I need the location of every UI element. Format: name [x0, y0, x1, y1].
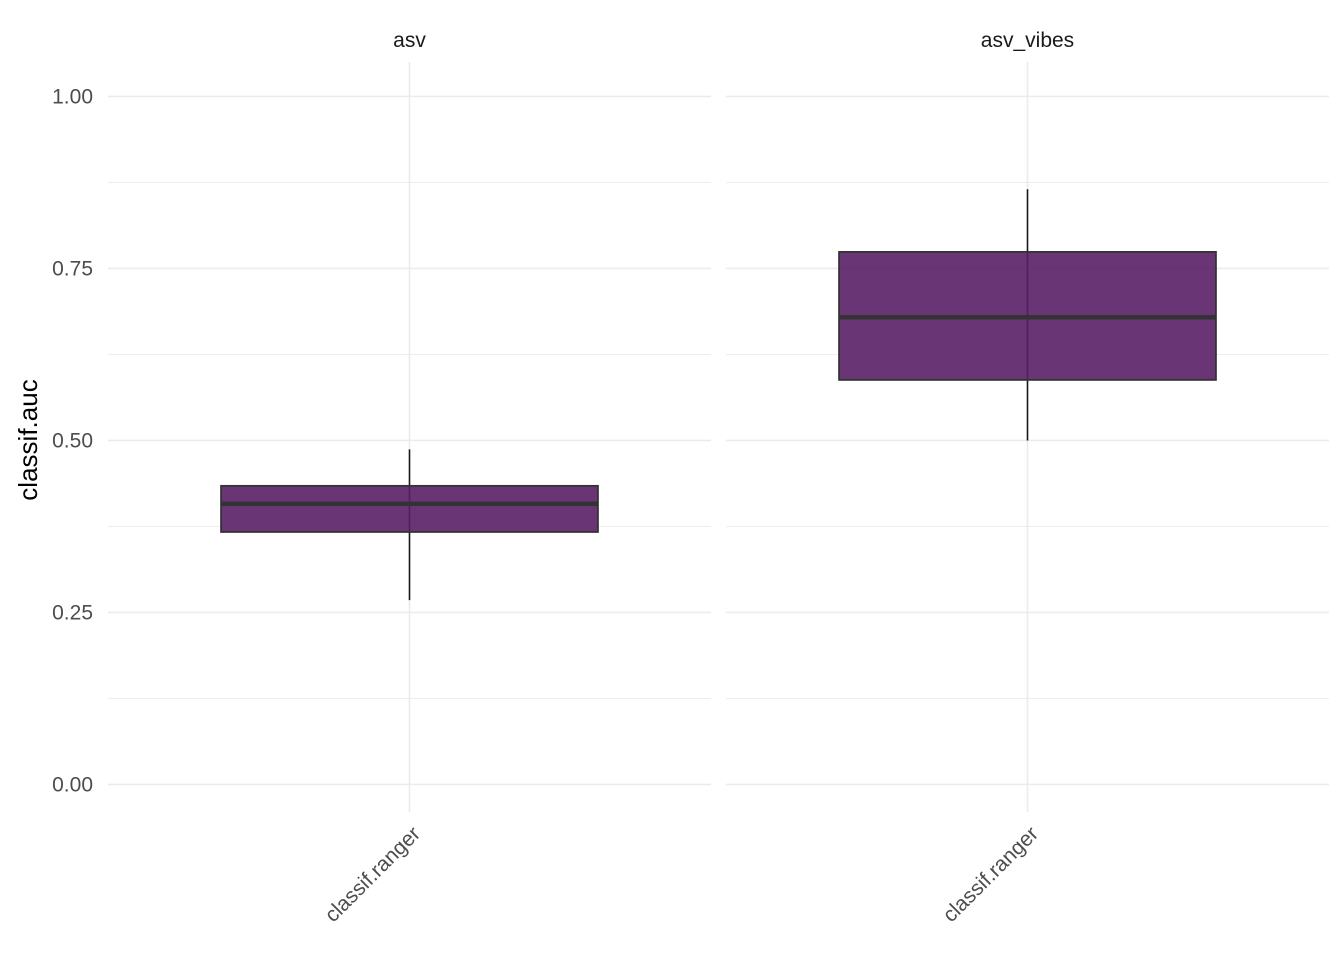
- y-tick-label: 0.50: [52, 429, 93, 452]
- facet-strip-label: asv: [393, 29, 426, 52]
- y-tick-label: 0.00: [52, 773, 93, 796]
- facet-panel-asv-vibes: asv_vibes classif.ranger: [726, 29, 1329, 927]
- box-iqr: [220, 484, 599, 533]
- facet-panels: asv classif.ranger asv_vibes classif.ranger: [108, 29, 1329, 927]
- x-tick-label: classif.ranger: [320, 822, 425, 927]
- y-axis-tick-labels: 0.00 0.25 0.50 0.75 1.00: [52, 85, 93, 796]
- y-tick-label: 0.25: [52, 601, 93, 624]
- facet-strip-label: asv_vibes: [981, 29, 1074, 52]
- facet-panel-asv: asv classif.ranger: [108, 29, 711, 927]
- x-tick-label: classif.ranger: [938, 822, 1043, 927]
- y-tick-label: 0.75: [52, 257, 93, 280]
- y-tick-label: 1.00: [52, 85, 93, 108]
- y-axis-title: classif.auc: [13, 379, 43, 500]
